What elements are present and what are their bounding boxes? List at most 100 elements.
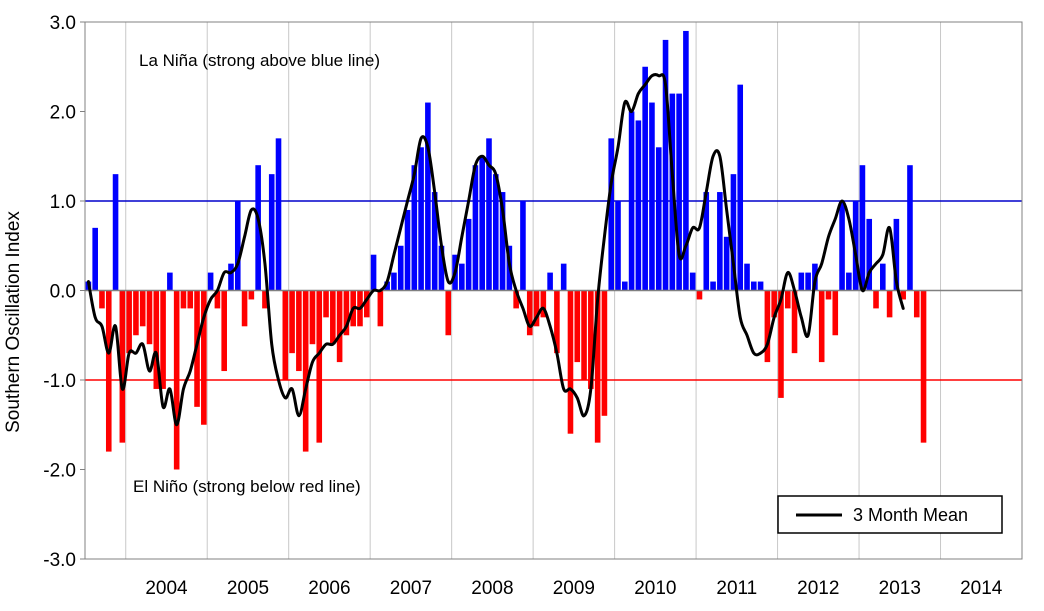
soi-bar — [201, 290, 207, 425]
soi-bar — [649, 102, 655, 291]
y-tick-label: 0.0 — [50, 282, 76, 303]
three-month-mean-line — [86, 73, 905, 427]
soi-bar — [99, 290, 105, 309]
soi-bar — [105, 290, 112, 452]
soi-bar — [384, 281, 390, 291]
soi-bar — [615, 201, 621, 291]
soi-bar — [737, 84, 744, 291]
soi-bar — [316, 290, 323, 443]
x-tick-label: 2011 — [716, 578, 757, 599]
soi-bar — [255, 165, 261, 291]
soi-bar — [92, 227, 98, 291]
soi-bar — [180, 290, 187, 309]
soi-bar — [893, 218, 900, 291]
soi-bar — [363, 290, 370, 318]
soi-bar — [628, 111, 635, 291]
x-tick-label: 2013 — [879, 578, 921, 599]
x-tick-label: 2009 — [553, 578, 595, 599]
soi-bar — [268, 174, 275, 291]
soi-bar — [445, 290, 452, 336]
soi-bar — [126, 290, 132, 354]
soi-bar — [533, 290, 540, 327]
soi-bar — [689, 272, 696, 291]
threshold-lines — [85, 200, 1022, 381]
soi-bar — [153, 290, 160, 389]
soi-bar — [248, 290, 255, 300]
soi-bar — [336, 290, 343, 363]
soi-bar — [431, 192, 438, 291]
soi-bar — [282, 290, 289, 380]
soi-bar — [567, 290, 574, 434]
soi-bar — [622, 281, 628, 291]
x-tick-label: 2014 — [960, 578, 1003, 599]
soi-bar — [717, 192, 723, 291]
soi-bar — [642, 66, 648, 291]
soi-bar — [560, 263, 567, 291]
soi-bar — [873, 290, 879, 309]
soi-bar — [601, 290, 608, 416]
soi-bar — [778, 290, 784, 398]
soi-bar — [547, 272, 553, 291]
y-axis-label: Southern Oscillation Index — [3, 211, 24, 433]
soi-bar — [438, 245, 445, 291]
soi-bar — [900, 290, 906, 300]
soi-bar — [167, 272, 173, 291]
soi-bar — [574, 290, 581, 363]
el-nino-annotation: El Niño (strong below red line) — [133, 477, 361, 496]
x-tick-label: 2005 — [227, 578, 269, 599]
soi-bar — [832, 290, 839, 336]
x-tick-label: 2004 — [145, 578, 188, 599]
soi-bar — [343, 290, 350, 336]
soi-bar — [472, 165, 479, 291]
soi-bar — [160, 290, 166, 389]
soi-bar — [825, 290, 832, 300]
soi-bar — [425, 102, 431, 291]
soi-bar — [798, 272, 805, 291]
soi-bar — [492, 174, 499, 291]
soi-bar — [228, 263, 234, 291]
soi-bar — [214, 290, 221, 309]
soi-bar — [112, 174, 119, 291]
soi-bar — [296, 290, 302, 372]
soi-bar — [459, 263, 465, 291]
x-tick-label: 2008 — [471, 578, 513, 599]
soi-bar — [465, 218, 472, 291]
soi-bar — [676, 93, 682, 291]
soi-bar — [696, 290, 703, 300]
soi-bar — [262, 290, 268, 309]
soi-bar — [588, 290, 594, 389]
soi-bar — [757, 281, 764, 291]
soi-bar — [309, 290, 316, 345]
soi-bar — [771, 290, 777, 318]
soi-bar — [275, 138, 282, 291]
soi-bar — [784, 290, 791, 309]
soi-bar — [173, 290, 180, 470]
soi-bar — [907, 165, 913, 291]
soi-bar — [323, 290, 329, 318]
soi-bar — [662, 39, 669, 291]
soi-bar — [499, 192, 506, 291]
soi-bar — [880, 263, 886, 291]
x-tick-labels: 2004 2005 2006 2007 2008 2009 2010 2011 2012 2013… — [145, 578, 1002, 599]
soi-bar — [207, 272, 214, 291]
soi-bar — [744, 263, 750, 291]
y-tick-label: -2.0 — [43, 461, 76, 482]
soi-bar — [133, 290, 139, 336]
y-tick-label: -1.0 — [43, 371, 76, 392]
soi-bar — [221, 290, 227, 372]
soi-bar — [187, 290, 194, 309]
soi-bar — [289, 290, 295, 354]
soi-bar — [513, 290, 519, 309]
soi-bar — [486, 138, 492, 291]
y-tick-label: 3.0 — [50, 13, 76, 34]
soi-bar — [594, 290, 601, 443]
soi-bar — [391, 272, 397, 291]
soi-bar — [846, 272, 852, 291]
soi-bar — [920, 290, 927, 443]
x-tick-label: 2006 — [308, 578, 350, 599]
soi-bar — [751, 281, 757, 291]
la-nina-annotation: La Niña (strong above blue line) — [139, 51, 380, 70]
legend-label: 3 Month Mean — [853, 505, 968, 525]
